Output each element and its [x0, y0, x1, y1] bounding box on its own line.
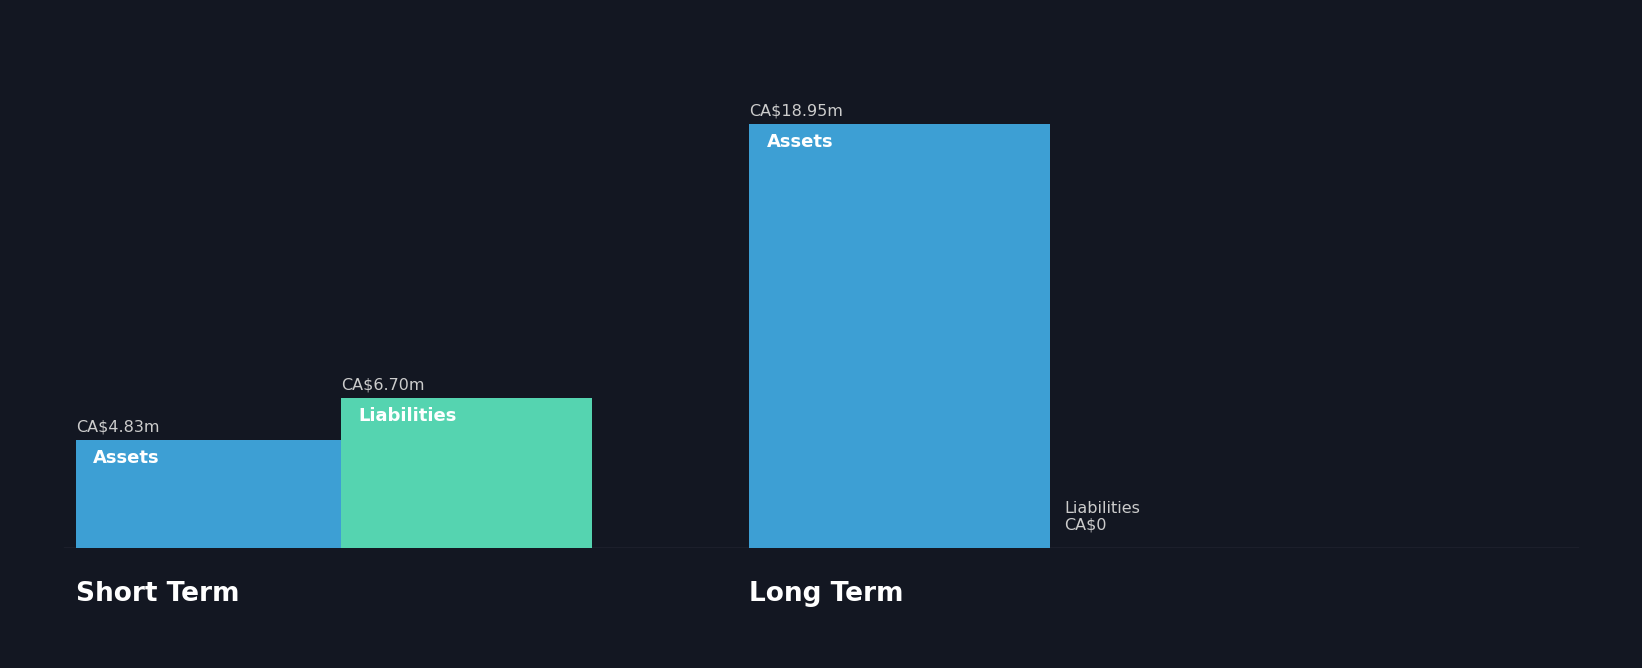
Bar: [749, 124, 1051, 548]
Text: Liabilities: Liabilities: [358, 407, 456, 425]
Text: CA$6.70m: CA$6.70m: [342, 377, 424, 392]
Text: CA$18.95m: CA$18.95m: [749, 104, 844, 118]
Text: Assets: Assets: [94, 449, 159, 467]
Text: CA$0: CA$0: [1064, 517, 1107, 532]
Bar: [76, 440, 342, 548]
Text: Assets: Assets: [767, 133, 832, 151]
Text: CA$4.83m: CA$4.83m: [76, 419, 159, 434]
Text: Short Term: Short Term: [76, 581, 240, 607]
Text: Long Term: Long Term: [749, 581, 903, 607]
Bar: [342, 398, 591, 548]
Text: Liabilities: Liabilities: [1064, 502, 1141, 516]
